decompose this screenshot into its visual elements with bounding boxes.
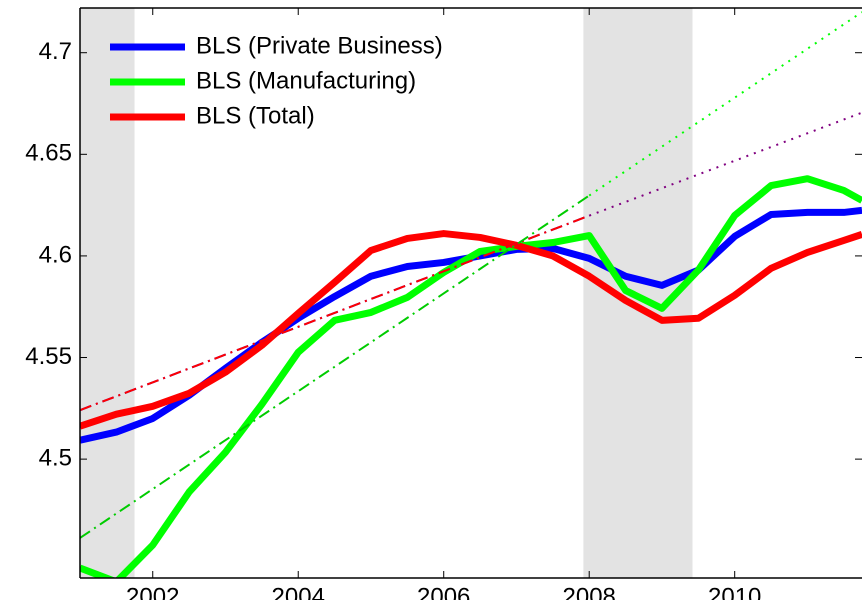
x-tick-label: 2002 (126, 583, 179, 600)
legend: BLS (Private Business) BLS (Manufacturing… (110, 32, 443, 129)
y-tick-label: 4.55 (25, 343, 72, 370)
series-line (80, 175, 862, 578)
series-line (80, 206, 862, 444)
plot-area (80, 8, 862, 578)
recession-band (80, 8, 135, 578)
y-tick-label: 4.6 (39, 241, 72, 268)
trend-line (80, 194, 590, 539)
trend-line (80, 214, 590, 412)
x-tick-label: 2004 (272, 583, 325, 600)
trend-line (588, 111, 862, 217)
y-tick-label: 4.7 (39, 38, 72, 65)
legend-label: BLS (Private Business) (196, 32, 443, 59)
x-tick-label: 2008 (563, 583, 616, 600)
legend-label: BLS (Total) (196, 102, 315, 129)
y-tick-label: 4.5 (39, 444, 72, 471)
axes: 4.5 4.55 4.6 4.65 4.7 2002 2004 2006 2008 2010 BLS… (25, 7, 862, 600)
x-tick-label: 2006 (417, 583, 470, 600)
y-tick-label: 4.65 (25, 140, 72, 167)
x-tick-label: 2010 (708, 583, 761, 600)
trend-line (588, 11, 862, 197)
legend-label: BLS (Manufacturing) (196, 67, 416, 94)
series-line (80, 230, 862, 430)
